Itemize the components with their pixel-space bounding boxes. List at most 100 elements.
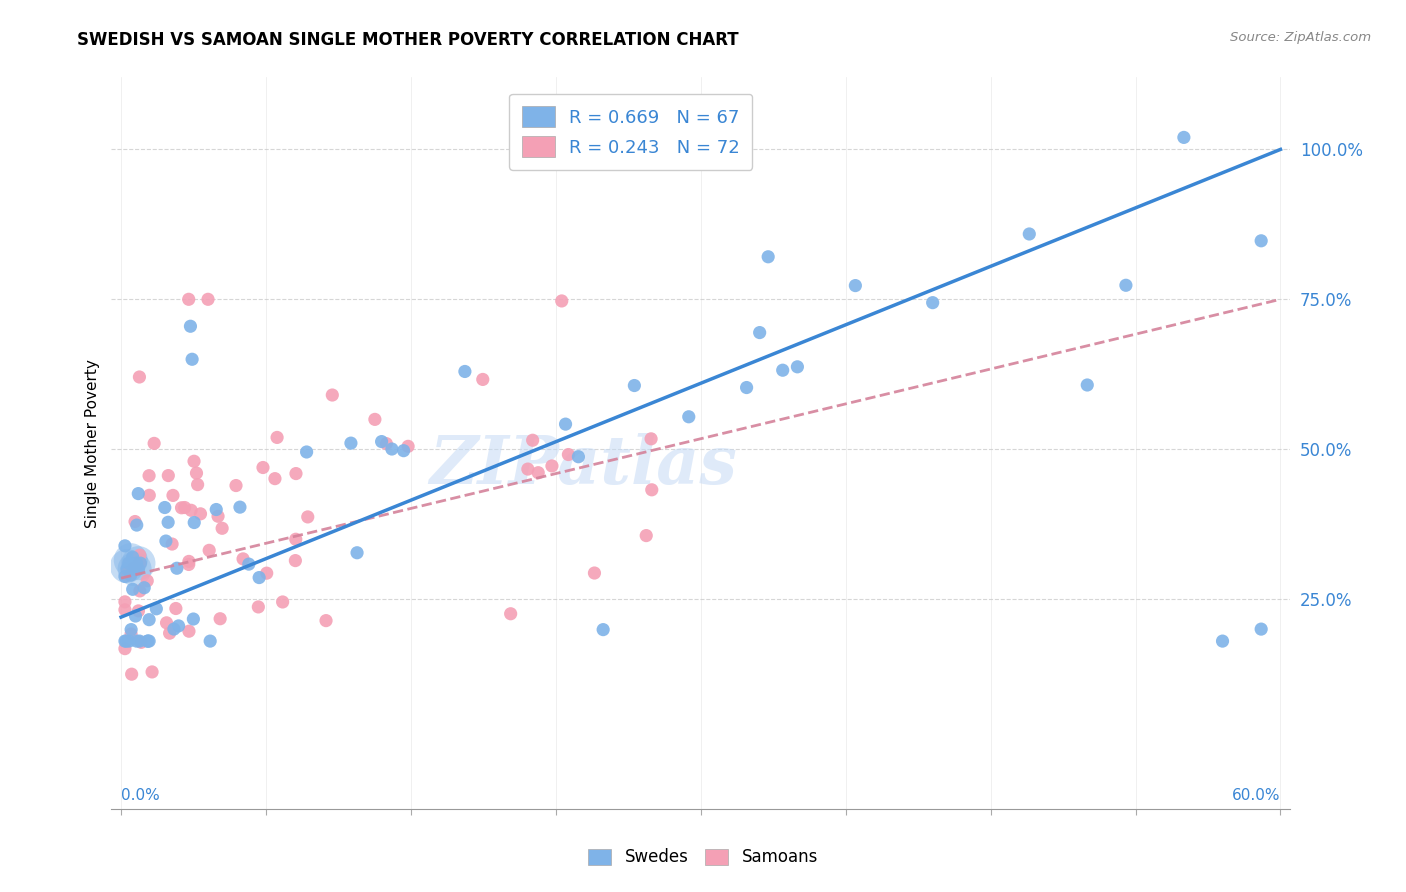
Text: 0.0%: 0.0% — [121, 788, 160, 803]
Point — [124, 515, 146, 529]
Point — [143, 436, 166, 450]
Point — [1250, 622, 1272, 636]
Point — [735, 380, 758, 394]
Point — [297, 510, 319, 524]
Point — [346, 546, 368, 560]
Point — [772, 363, 794, 377]
Point — [167, 619, 190, 633]
Point — [1115, 278, 1137, 293]
Point — [141, 665, 163, 679]
Point — [170, 500, 193, 515]
Point — [207, 509, 229, 524]
Point — [209, 612, 232, 626]
Point — [370, 434, 392, 449]
Point — [118, 634, 141, 648]
Point — [128, 370, 150, 384]
Point — [118, 556, 141, 570]
Point — [127, 562, 149, 576]
Point — [177, 624, 200, 639]
Point — [157, 516, 180, 530]
Point — [198, 634, 221, 648]
Point — [295, 445, 318, 459]
Point — [247, 570, 270, 584]
Point — [155, 534, 177, 549]
Point — [186, 466, 208, 480]
Point — [177, 293, 200, 307]
Point — [592, 623, 614, 637]
Point — [844, 278, 866, 293]
Point — [238, 557, 260, 571]
Text: ZIPatlas: ZIPatlas — [429, 433, 737, 498]
Point — [121, 667, 143, 681]
Point — [499, 607, 522, 621]
Point — [159, 626, 181, 640]
Point — [153, 500, 176, 515]
Point — [183, 612, 205, 626]
Point — [183, 454, 205, 468]
Point — [392, 443, 415, 458]
Text: SWEDISH VS SAMOAN SINGLE MOTHER POVERTY CORRELATION CHART: SWEDISH VS SAMOAN SINGLE MOTHER POVERTY … — [77, 31, 740, 49]
Point — [121, 582, 143, 597]
Point — [138, 634, 160, 648]
Point — [177, 558, 200, 572]
Point — [120, 568, 142, 582]
Point — [1076, 378, 1098, 392]
Point — [124, 562, 146, 576]
Point — [160, 537, 183, 551]
Point — [256, 566, 278, 581]
Point — [136, 634, 159, 648]
Point — [163, 622, 186, 636]
Point — [127, 604, 149, 618]
Point — [177, 554, 200, 568]
Point — [285, 467, 308, 481]
Point — [623, 378, 645, 392]
Point — [136, 634, 159, 648]
Point — [179, 319, 201, 334]
Point — [125, 518, 148, 533]
Point — [120, 553, 142, 567]
Point — [127, 556, 149, 570]
Point — [127, 486, 149, 500]
Point — [124, 609, 146, 624]
Point — [198, 543, 221, 558]
Point — [128, 548, 150, 562]
Point — [124, 562, 146, 576]
Point — [454, 364, 477, 378]
Point — [129, 556, 152, 570]
Point — [266, 430, 288, 444]
Point — [157, 468, 180, 483]
Point — [183, 516, 205, 530]
Point — [136, 574, 159, 588]
Point — [640, 432, 662, 446]
Point — [315, 614, 337, 628]
Point — [364, 412, 387, 426]
Point — [211, 521, 233, 535]
Point — [381, 442, 404, 456]
Point — [114, 595, 136, 609]
Point — [225, 478, 247, 492]
Point — [125, 634, 148, 648]
Point — [748, 326, 770, 340]
Point — [1212, 634, 1234, 648]
Point — [125, 556, 148, 570]
Point — [252, 460, 274, 475]
Point — [118, 566, 141, 580]
Point — [557, 448, 579, 462]
Point — [181, 352, 204, 367]
Y-axis label: Single Mother Poverty: Single Mother Poverty — [86, 359, 100, 528]
Point — [117, 567, 139, 582]
Point — [128, 556, 150, 570]
Point — [128, 634, 150, 648]
Point — [1173, 130, 1195, 145]
Point — [921, 295, 943, 310]
Point — [756, 250, 779, 264]
Point — [129, 635, 152, 649]
Legend: Swedes, Samoans: Swedes, Samoans — [581, 842, 825, 873]
Point — [114, 539, 136, 553]
Point — [522, 434, 544, 448]
Point — [134, 581, 156, 595]
Point — [162, 488, 184, 502]
Point — [567, 450, 589, 464]
Point — [187, 477, 209, 491]
Point — [541, 458, 564, 473]
